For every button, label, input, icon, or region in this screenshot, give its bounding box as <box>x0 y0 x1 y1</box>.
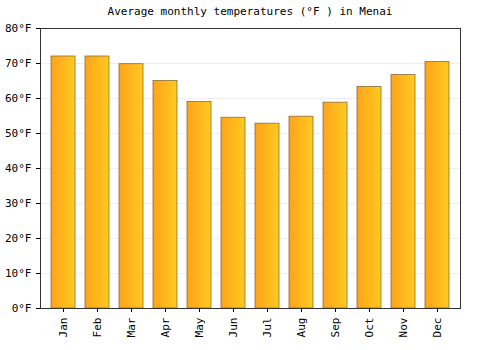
svg-text:30°F: 30°F <box>5 197 32 210</box>
svg-text:Mar: Mar <box>125 317 138 337</box>
html-text:Average monthly temperatures (: Average monthly temperatures (°F ) in Me… <box>107 5 393 18</box>
svg-text:May: May <box>193 317 206 337</box>
svg-text:40°F: 40°F <box>5 162 32 175</box>
svg-text:Dec: Dec <box>431 318 444 338</box>
svg-text:Sep: Sep <box>329 318 342 338</box>
svg-text:50°F: 50°F <box>5 127 32 140</box>
svg-text:70°F: 70°F <box>5 57 32 70</box>
svg-text:Aug: Aug <box>295 318 308 338</box>
svg-text:10°F: 10°F <box>5 267 32 280</box>
svg-text:Jan: Jan <box>57 318 70 338</box>
svg-text:80°F: 80°F <box>5 22 32 35</box>
svg-text:Feb: Feb <box>91 318 104 338</box>
svg-text:60°F: 60°F <box>5 92 32 105</box>
svg-text:0°F: 0°F <box>12 302 32 315</box>
svg-text:Jun: Jun <box>227 318 240 338</box>
svg-text:Apr: Apr <box>159 317 172 337</box>
svg-text:20°F: 20°F <box>5 232 32 245</box>
svg-text:Nov: Nov <box>397 317 410 337</box>
svg-text:Jul: Jul <box>261 318 274 338</box>
svg-text:Oct: Oct <box>363 318 376 338</box>
